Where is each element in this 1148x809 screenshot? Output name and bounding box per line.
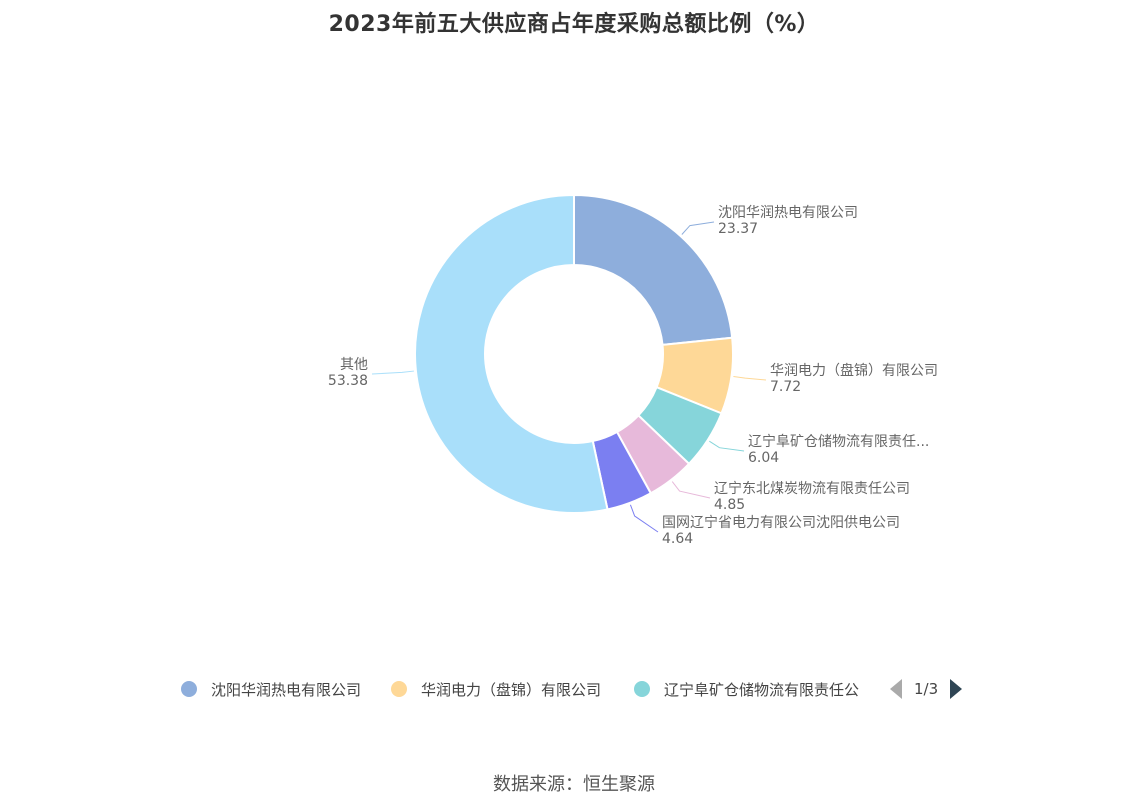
legend-label: 华润电力（盘锦）有限公司	[421, 680, 602, 699]
chart-title: 2023年前五大供应商占年度采购总额比例（%）	[328, 12, 820, 37]
legend-page-indicator: 1/3	[914, 680, 939, 698]
leader-line-6	[371, 370, 414, 375]
leader-line-4	[671, 481, 711, 499]
slice-label-value-3: 6.04	[748, 450, 779, 466]
slice-1[interactable]	[573, 193, 734, 346]
prev-page-icon[interactable]	[890, 679, 902, 699]
legend-pager: 1/3	[890, 674, 963, 704]
data-source: 数据来源：恒生聚源	[493, 774, 655, 795]
slice-label-value-1: 23.37	[718, 221, 758, 237]
slice-label-name-4: 辽宁东北煤炭物流有限责任公司	[714, 480, 910, 497]
slice-label-name-5: 国网辽宁省电力有限公司沈阳供电公司	[662, 514, 900, 531]
leader-line-3	[709, 440, 745, 452]
legend-item-2[interactable]: 华润电力（盘锦）有限公司	[391, 674, 601, 704]
leader-line-2	[733, 375, 767, 381]
slice-label-name-6: 其他	[340, 357, 368, 373]
slice-label-name-3: 辽宁阜矿仓储物流有限责任...	[748, 433, 929, 450]
slice-label-name-2: 华润电力（盘锦）有限公司	[770, 362, 938, 379]
legend-dot-icon	[391, 681, 407, 697]
slice-label-name-1: 沈阳华润热电有限公司	[718, 205, 858, 221]
slice-6[interactable]	[414, 193, 609, 514]
slice-label-value-2: 7.72	[770, 379, 801, 395]
leader-line-5	[629, 504, 659, 533]
next-page-icon[interactable]	[950, 679, 963, 699]
slice-label-value-6: 53.38	[328, 373, 368, 389]
legend-dot-icon	[181, 681, 197, 697]
legend: 沈阳华润热电有限公司 华润电力（盘锦）有限公司 辽宁阜矿仓储物流有限责任公 1/…	[0, 674, 1148, 704]
legend-item-3[interactable]: 辽宁阜矿仓储物流有限责任公	[634, 674, 859, 704]
legend-label: 辽宁阜矿仓储物流有限责任公	[664, 680, 860, 699]
leader-line-1	[681, 221, 715, 235]
legend-dot-icon	[634, 681, 650, 697]
legend-label: 沈阳华润热电有限公司	[211, 680, 362, 699]
slice-label-value-5: 4.64	[662, 531, 693, 547]
legend-item-1[interactable]: 沈阳华润热电有限公司	[181, 674, 361, 704]
slice-label-value-4: 4.85	[714, 497, 745, 513]
